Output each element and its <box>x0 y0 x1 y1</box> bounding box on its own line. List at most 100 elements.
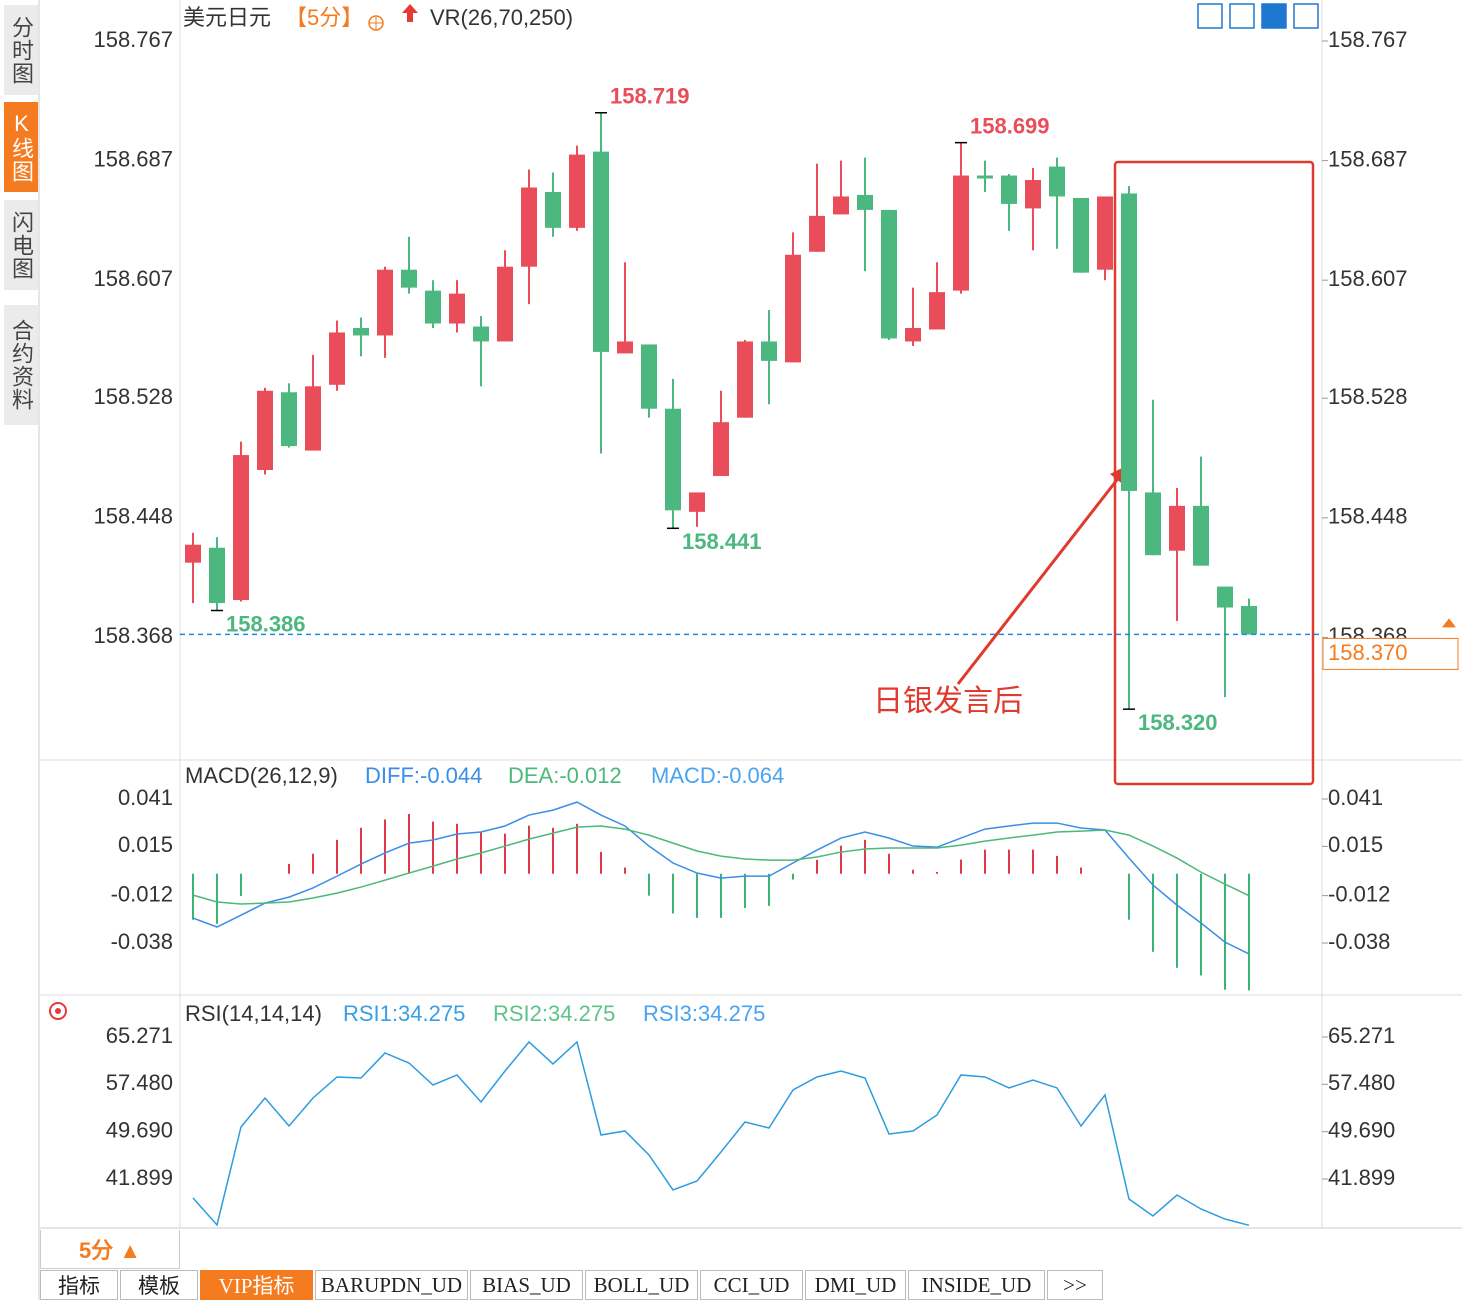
annotation-arrow <box>956 475 1122 685</box>
candle-body <box>425 290 441 324</box>
legend-entry: RSI3:34.275 <box>643 1001 765 1026</box>
tab[interactable]: INSIDE_UD <box>908 1270 1045 1300</box>
side-tab[interactable]: 闪电图 <box>4 200 38 290</box>
y-tick-label-right: 65.271 <box>1328 1023 1395 1048</box>
y-tick-label-right: -0.038 <box>1328 929 1390 954</box>
candle-body <box>833 196 849 215</box>
candle-body <box>569 154 585 228</box>
y-tick-label: 158.528 <box>93 384 173 409</box>
y-tick-label-right: 158.528 <box>1328 384 1408 409</box>
candle-body <box>737 341 753 418</box>
tab[interactable]: BOLL_UD <box>585 1270 698 1300</box>
up-arrow-icon <box>402 4 418 22</box>
tab[interactable]: DMI_UD <box>805 1270 906 1300</box>
candle-body <box>665 408 681 511</box>
legend-entry: RSI2:34.275 <box>493 1001 615 1026</box>
candle-body <box>377 269 393 336</box>
candle-body <box>1097 196 1113 270</box>
y-tick-label-right: 158.607 <box>1328 266 1408 291</box>
candle-body <box>881 209 897 339</box>
tab[interactable]: VIP指标 <box>200 1270 313 1300</box>
y-tick-label-right: 0.015 <box>1328 832 1383 857</box>
y-tick-label-right: 158.687 <box>1328 146 1408 171</box>
candle-body <box>1169 505 1185 551</box>
candle-body <box>929 292 945 330</box>
candle-body <box>785 254 801 363</box>
y-tick-label: 158.607 <box>93 266 173 291</box>
side-tab[interactable]: K线图 <box>4 102 38 192</box>
price-arrow-icon <box>1442 618 1456 628</box>
y-tick-label: 158.767 <box>93 27 173 52</box>
highlight-box <box>1113 160 1315 786</box>
y-tick-label: 65.271 <box>106 1023 173 1048</box>
candle-body <box>593 151 609 352</box>
extreme-label: 158.320 <box>1138 710 1218 735</box>
candle-body <box>617 341 633 354</box>
legend-entry: DIFF:-0.044 <box>365 763 482 788</box>
extreme-label: 158.699 <box>970 113 1050 138</box>
settings-icon[interactable] <box>49 1002 67 1020</box>
y-tick-label-right: 158.448 <box>1328 504 1408 529</box>
macd-line <box>192 825 1250 905</box>
tab[interactable]: 模板 <box>120 1270 198 1300</box>
candle-body <box>809 215 825 252</box>
candle-body <box>1241 606 1257 635</box>
candle-body <box>185 544 201 563</box>
y-tick-label: 49.690 <box>106 1117 173 1142</box>
side-tab[interactable]: 分时图 <box>4 5 38 95</box>
candle-body <box>449 293 465 324</box>
y-tick-label-right: 158.767 <box>1328 27 1408 52</box>
side-tab[interactable]: 合约资料 <box>4 305 38 425</box>
candle-body <box>689 492 705 512</box>
tab[interactable]: CCI_UD <box>700 1270 803 1300</box>
candle-body <box>233 455 249 601</box>
candle-body <box>761 341 777 361</box>
candle-body <box>1049 166 1065 197</box>
legend-entry: RSI1:34.275 <box>343 1001 465 1026</box>
y-tick-label: 158.448 <box>93 504 173 529</box>
tab[interactable]: 指标 <box>40 1270 118 1300</box>
panel-title: MACD(26,12,9) <box>185 763 338 788</box>
y-tick-label-right: 57.480 <box>1328 1070 1395 1095</box>
candle-body <box>1217 586 1233 608</box>
tab[interactable]: BIAS_UD <box>470 1270 583 1300</box>
candle-body <box>1001 175 1017 204</box>
y-tick-label: 158.687 <box>93 146 173 171</box>
candle-body <box>1025 180 1041 209</box>
candle-body <box>473 326 489 342</box>
indicator-label: VR(26,70,250) <box>430 5 573 30</box>
candle-body <box>1121 193 1137 491</box>
annotation: 日银发言后 <box>873 685 1023 718</box>
candle-body <box>1073 197 1089 273</box>
y-tick-label: 0.041 <box>118 785 173 810</box>
period-selector[interactable]: 5分 ▲ <box>40 1230 180 1269</box>
y-tick-label-right: 49.690 <box>1328 1117 1395 1142</box>
y-tick-label-right: 41.899 <box>1328 1165 1395 1190</box>
candle-body <box>977 175 993 179</box>
candle-body <box>281 392 297 447</box>
candle-body <box>641 344 657 409</box>
candle-body <box>353 327 369 336</box>
toolbar-icons[interactable] <box>1197 3 1319 29</box>
candle-body <box>257 390 273 471</box>
currency-icon[interactable] <box>368 15 384 31</box>
current-price-label: 158.370 <box>1328 640 1408 665</box>
macd-line <box>192 801 1250 955</box>
candle-body <box>953 175 969 291</box>
panel-title: RSI(14,14,14) <box>185 1001 322 1026</box>
y-tick-label: 57.480 <box>106 1070 173 1095</box>
legend-entry: MACD:-0.064 <box>651 763 784 788</box>
tab[interactable]: BARUPDN_UD <box>315 1270 468 1300</box>
candle-body <box>713 422 729 476</box>
candle-body <box>1145 492 1161 556</box>
tab[interactable]: >> <box>1047 1270 1103 1300</box>
rsi-line <box>192 1040 1250 1227</box>
chart-title: 美元日元 <box>183 5 271 30</box>
current-price-box <box>1322 637 1459 670</box>
y-tick-label: -0.012 <box>111 881 173 906</box>
candle-body <box>1193 505 1209 566</box>
candle-body <box>857 194 873 210</box>
extreme-label: 158.719 <box>610 84 690 109</box>
candle-body <box>209 547 225 604</box>
